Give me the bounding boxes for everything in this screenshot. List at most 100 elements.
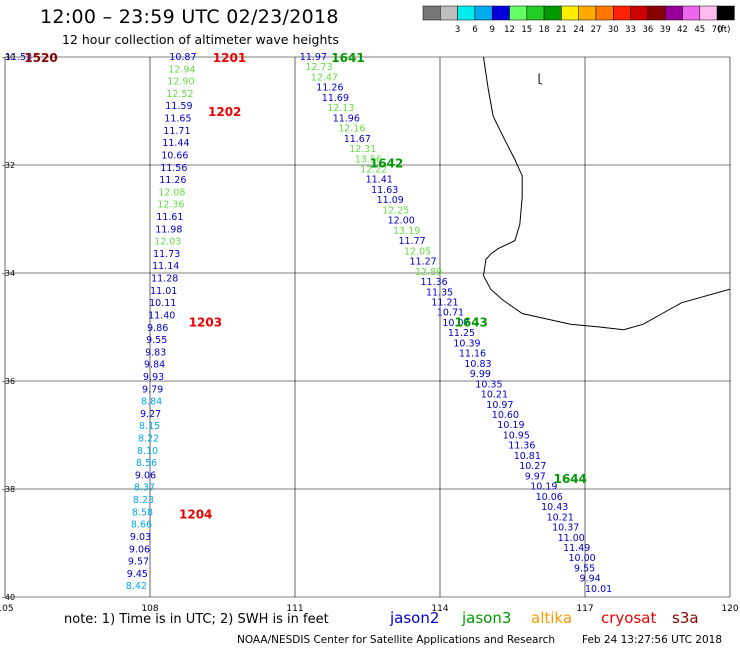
legend-label: 70 <box>712 25 723 35</box>
swh-value: 12.25 <box>382 205 409 216</box>
lon-tick-label: 105 <box>0 604 14 614</box>
swh-value: 9.79 <box>142 384 163 395</box>
swh-value: 11.97 <box>300 52 327 63</box>
legend-swatch <box>716 5 735 21</box>
swh-value: 10.35 <box>475 379 502 390</box>
swh-value: 10.21 <box>481 390 508 401</box>
swh-value: 12.52 <box>166 89 193 100</box>
swh-value: 10.60 <box>492 410 519 421</box>
satellite-legend-altika: altika <box>531 609 573 627</box>
legend-label: 21 <box>556 25 567 35</box>
swh-value: 11.21 <box>431 298 458 309</box>
swh-value: 11.14 <box>152 261 179 272</box>
swh-value: 12.36 <box>157 200 184 211</box>
lon-tick-label: 111 <box>286 604 303 614</box>
swh-value: 10.83 <box>464 359 491 370</box>
color-scale-legend: 3 6 9 12 15 18 21 24 27 30 33 36 39 42 45 70(ft) <box>422 5 735 35</box>
swh-value: 8.10 <box>137 446 158 457</box>
legend-label: 12 <box>504 25 515 35</box>
swh-value: 9.55 <box>146 335 167 346</box>
swh-value: 12.73 <box>305 62 332 73</box>
pass-id-label: 1642 <box>370 156 403 170</box>
pass-id-label: 1203 <box>189 316 222 330</box>
swh-value: 12.03 <box>154 237 181 248</box>
swh-value: 8.84 <box>141 397 162 408</box>
swh-value: 11.59 <box>165 101 192 112</box>
lon-tick-label: 114 <box>431 604 448 614</box>
legend-label: 36 <box>642 25 653 35</box>
swh-value: 10.07 <box>442 318 469 329</box>
pass-id-label: 1644 <box>554 472 587 486</box>
swh-value: 9.27 <box>140 409 161 420</box>
swh-value: 13.19 <box>393 226 420 237</box>
lon-tick-label: 120 <box>721 604 738 614</box>
swh-value: 11.36 <box>508 441 535 452</box>
swh-value: 11.49 <box>563 543 590 554</box>
swh-value: 9.06 <box>135 470 156 481</box>
swh-value: 9.93 <box>143 372 164 383</box>
swh-value: 11.01 <box>150 286 177 297</box>
swh-value: 11.00 <box>558 533 585 544</box>
swh-value: 11.56 <box>160 163 187 174</box>
satellite-legend-jason3: jason3 <box>462 609 512 627</box>
swh-value: 9.55 <box>574 563 595 574</box>
swh-value: 11.36 <box>421 277 448 288</box>
satellite-legend-cryosat: cryosat <box>601 609 657 627</box>
swh-value: 9.99 <box>470 369 491 380</box>
swh-value: 11.53 <box>5 52 32 63</box>
coastline <box>482 56 731 331</box>
legend-label: 3 <box>455 25 460 35</box>
legend-label: 9 <box>489 25 494 35</box>
lon-tick-label: 108 <box>141 604 158 614</box>
swh-value: 9.84 <box>144 360 165 371</box>
swh-value: 10.00 <box>569 553 596 564</box>
legend-label: 18 <box>539 25 550 35</box>
swh-value: 11.26 <box>316 83 343 94</box>
swh-value: 8.22 <box>138 434 159 445</box>
swh-value: 9.83 <box>145 347 166 358</box>
swh-value: 10.01 <box>585 584 612 595</box>
pass-id-label: 1202 <box>208 105 241 119</box>
swh-value: 11.98 <box>155 224 182 235</box>
swh-value: 10.95 <box>503 431 530 442</box>
swh-value: 12.47 <box>311 73 338 84</box>
swh-value: 10.97 <box>486 400 513 411</box>
swh-value: 10.39 <box>453 338 480 349</box>
lat-tick-label: -30 <box>2 53 15 62</box>
swh-value: 9.94 <box>580 574 601 585</box>
lat-tick-label: -38 <box>2 485 15 494</box>
legend-label: 30 <box>608 25 619 35</box>
page-title: 12:00 – 23:59 UTC 02/23/2018 <box>40 6 339 28</box>
swh-value: 11.27 <box>410 257 437 268</box>
swh-value: 11.35 <box>426 287 453 298</box>
swh-value: 8.58 <box>132 507 153 518</box>
legend-label: 27 <box>591 25 602 35</box>
swh-value: 11.63 <box>371 185 398 196</box>
swh-value: 10.11 <box>149 298 176 309</box>
swh-value: 11.71 <box>163 126 190 137</box>
swh-value: 8.37 <box>134 483 155 494</box>
pass-id-label: 1520 <box>24 51 57 65</box>
swh-value: 11.44 <box>162 138 189 149</box>
swh-value: 11.96 <box>333 113 360 124</box>
swh-value: 11.69 <box>322 93 349 104</box>
swh-value: 9.03 <box>130 532 151 543</box>
swh-value: 12.22 <box>360 165 387 176</box>
pass-id-label: 1201 <box>213 51 246 65</box>
island-path <box>538 73 543 85</box>
swh-value: 12.90 <box>167 77 194 88</box>
swh-value: 11.40 <box>148 310 175 321</box>
page-subtitle: 12 hour collection of altimeter wave hei… <box>62 32 339 47</box>
swh-value: 12.31 <box>349 144 376 155</box>
legend-unit: (ft) <box>718 25 731 35</box>
swh-value: 11.09 <box>377 195 404 206</box>
swh-value: 11.77 <box>399 236 426 247</box>
swh-value: 10.37 <box>552 523 579 534</box>
legend-label: 6 <box>472 25 477 35</box>
swh-value: 10.71 <box>437 308 464 319</box>
swh-value: 10.27 <box>519 461 546 472</box>
pass-id-label: 1643 <box>455 316 488 330</box>
swh-value: 12.94 <box>168 64 195 75</box>
swh-value: 11.16 <box>459 349 486 360</box>
